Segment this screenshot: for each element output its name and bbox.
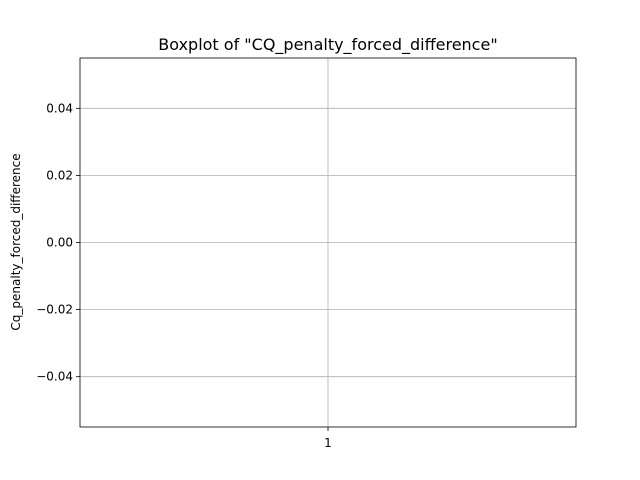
y-tick-label: 0.00 bbox=[46, 236, 73, 250]
y-tick-label: 0.04 bbox=[46, 101, 73, 115]
y-tick-label: 0.02 bbox=[46, 168, 73, 182]
x-axis-ticks: 1 bbox=[324, 427, 332, 450]
plot-area-frame bbox=[79, 57, 577, 428]
chart-title: Boxplot of "CQ_penalty_forced_difference… bbox=[158, 35, 497, 55]
x-tick-label: 1 bbox=[324, 436, 332, 450]
y-tick-label: −0.02 bbox=[36, 303, 73, 317]
y-tick-label: −0.04 bbox=[36, 370, 73, 384]
y-axis-label: Cq_penalty_forced_difference bbox=[9, 153, 23, 330]
grid-lines bbox=[80, 58, 576, 427]
y-axis-ticks: 0.04 0.02 0.00 −0.02 −0.04 bbox=[36, 101, 80, 384]
